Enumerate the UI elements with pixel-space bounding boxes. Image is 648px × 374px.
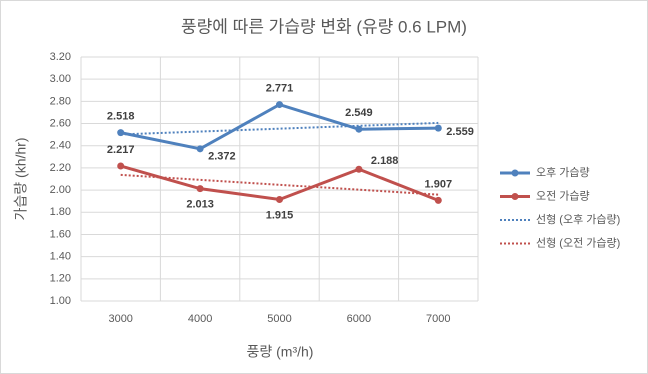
x-tick-label: 7000 xyxy=(426,313,450,325)
y-tick-label: 3.20 xyxy=(50,51,71,63)
point xyxy=(355,125,363,133)
data-label: 1.915 xyxy=(266,209,294,221)
y-tick-label: 2.00 xyxy=(50,184,71,196)
trendline xyxy=(120,121,439,136)
point xyxy=(117,129,125,137)
y-tick-label: 1.20 xyxy=(50,273,71,285)
y-tick-label: 2.60 xyxy=(50,117,71,129)
data-label: 2.549 xyxy=(345,107,373,119)
x-tick-label: 4000 xyxy=(188,313,212,325)
point xyxy=(117,162,125,170)
chart-title: 풍량에 따른 가습량 변화 (유량 0.6 LPM) xyxy=(181,17,467,36)
y-tick-label: 2.40 xyxy=(50,140,71,152)
data-label: 2.013 xyxy=(186,199,214,211)
data-label: 2.188 xyxy=(371,155,399,167)
legend-label: 선형 (오전 가습량) xyxy=(536,236,620,249)
point xyxy=(276,101,283,109)
y-tick-label: 1.80 xyxy=(50,206,71,218)
data-label: 1.907 xyxy=(425,178,453,190)
point xyxy=(434,196,442,204)
point xyxy=(276,196,283,204)
y-tick-label: 1.60 xyxy=(50,228,71,240)
x-axis-label: 풍량 (m³/h) xyxy=(247,344,314,360)
y-tick-label: 2.80 xyxy=(50,95,71,107)
legend-label: 오후 가습량 xyxy=(536,166,590,179)
data-label: 2.771 xyxy=(266,82,294,94)
data-label: 2.217 xyxy=(107,144,135,156)
y-tick-label: 2.20 xyxy=(50,162,71,174)
data-label: 2.559 xyxy=(446,126,474,138)
trendline xyxy=(120,173,439,196)
point xyxy=(434,124,442,132)
x-tick-label: 3000 xyxy=(108,313,132,325)
point xyxy=(196,145,204,153)
legend-marker xyxy=(511,169,519,177)
point xyxy=(355,165,363,173)
y-tick-label: 1.00 xyxy=(50,295,71,307)
legend-label: 선형 (오후 가습량) xyxy=(536,213,620,226)
data-label: 2.518 xyxy=(107,111,135,123)
point xyxy=(196,185,204,193)
y-axis-label: 가습량 (kh/hr) xyxy=(13,138,29,221)
legend-label: 오전 가습량 xyxy=(536,189,590,202)
y-tick-label: 1.40 xyxy=(50,251,71,263)
x-tick-label: 6000 xyxy=(347,313,371,325)
x-tick-label: 5000 xyxy=(267,313,291,325)
data-label: 2.372 xyxy=(208,151,236,163)
y-tick-label: 3.00 xyxy=(50,73,71,85)
legend-marker xyxy=(511,193,519,200)
